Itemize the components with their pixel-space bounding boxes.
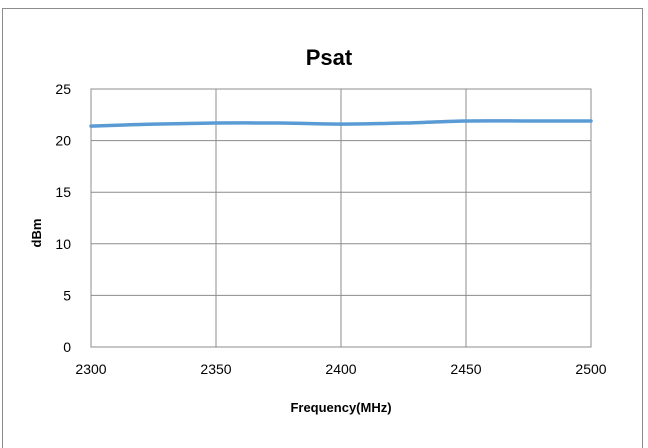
x-tick-label: 2400 (325, 361, 356, 377)
y-tick-label: 10 (55, 236, 71, 252)
x-tick-labels: 2300 2350 2400 2450 2500 (75, 361, 606, 377)
y-tick-label: 20 (55, 133, 71, 149)
y-tick-label: 5 (63, 287, 71, 303)
grid-lines (90, 88, 592, 348)
series-group (89, 119, 593, 128)
y-tick-label: 0 (63, 339, 71, 355)
y-axis-label: dBm (29, 219, 44, 248)
chart-svg: Psat 0 5 10 15 20 25 2300 2350 2400 2450 2500 Fre… (29, 45, 607, 415)
series-line-psat (89, 119, 593, 128)
y-tick-label: 25 (55, 81, 71, 97)
x-tick-label: 2350 (200, 361, 231, 377)
x-tick-label: 2300 (75, 361, 106, 377)
x-axis-label: Frequency(MHz) (290, 400, 391, 415)
y-tick-label: 15 (55, 184, 71, 200)
chart-frame: Psat 0 5 10 15 20 25 2300 2350 2400 2450 2500 Fre… (2, 8, 643, 448)
x-tick-label: 2450 (450, 361, 481, 377)
chart-title: Psat (306, 45, 353, 70)
plot-area-border (90, 88, 592, 348)
y-tick-labels: 0 5 10 15 20 25 (55, 81, 71, 355)
x-tick-label: 2500 (575, 361, 606, 377)
